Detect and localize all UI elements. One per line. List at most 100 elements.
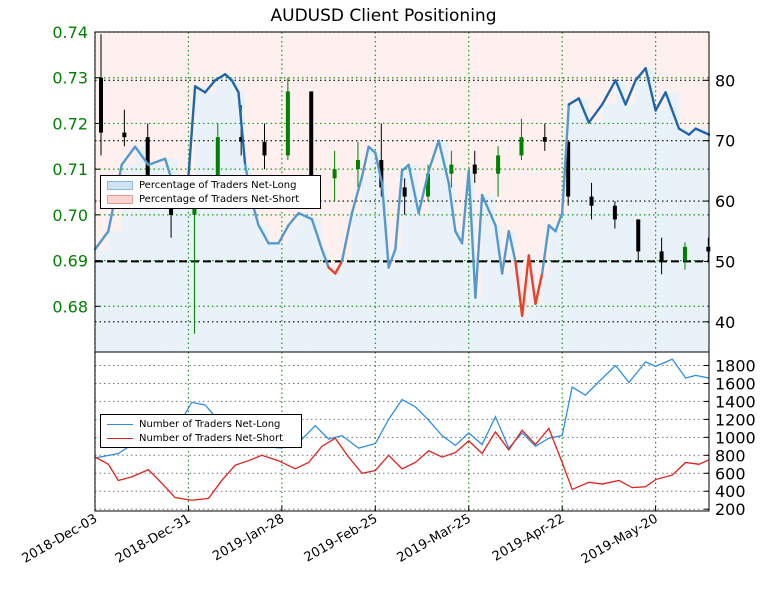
left-axis-label: 0.74 <box>52 23 88 42</box>
pct-net-long-segment <box>334 260 344 275</box>
net-short-band <box>351 32 362 214</box>
net-long-band <box>341 261 352 352</box>
candle-body <box>402 187 407 197</box>
candle-body <box>449 164 454 174</box>
net-short-band <box>288 32 299 226</box>
net-short-band <box>502 32 509 274</box>
pct-net-long-segment <box>664 91 681 130</box>
left-axis-label: 0.71 <box>52 160 88 179</box>
pct-net-long-segment <box>277 224 290 245</box>
net-long-band <box>695 128 709 352</box>
candle-body <box>589 196 594 206</box>
net-long-band <box>251 201 259 352</box>
pct-net-long-segment <box>400 163 410 173</box>
pct-net-long-segment <box>360 145 370 179</box>
series-line-net-short-count <box>94 427 710 501</box>
pct-net-long-segment <box>327 266 337 275</box>
net-short-band <box>368 32 376 147</box>
net-short-band <box>655 32 666 111</box>
net-long-band <box>381 182 389 352</box>
pct-net-long-segment <box>230 79 240 94</box>
left-axis-label: 0.68 <box>52 297 88 316</box>
net-long-band <box>215 80 226 353</box>
net-short-band <box>328 32 336 268</box>
net-short-band <box>408 32 419 165</box>
legend-swatch-net-long-pct <box>107 180 133 190</box>
net-long-band <box>665 92 679 353</box>
candle-body <box>566 141 571 197</box>
pct-net-long-segment <box>677 127 691 136</box>
net-short-band <box>482 32 496 196</box>
net-long-band <box>288 225 299 352</box>
net-short-band <box>225 32 232 75</box>
net-long-band <box>455 231 463 352</box>
candle-body <box>519 137 524 156</box>
pct-net-long-segment <box>507 230 517 263</box>
net-short-band <box>578 32 589 99</box>
legend-swatch-net-long-count <box>107 423 133 425</box>
pct-net-long-segment <box>694 127 711 136</box>
net-long-band <box>321 249 329 352</box>
net-long-band <box>578 98 589 352</box>
candle-body <box>612 205 617 220</box>
net-short-band <box>515 32 523 262</box>
net-short-band <box>562 32 569 214</box>
candle-body <box>706 246 711 252</box>
net-long-band <box>602 104 616 353</box>
net-short-band <box>475 32 483 298</box>
pct-net-long-segment <box>350 175 364 215</box>
net-short-band <box>148 32 166 165</box>
left-axis-label: 0.69 <box>52 252 88 271</box>
bottom-right-axis-label: 600 <box>715 464 746 483</box>
net-long-band <box>542 273 549 352</box>
net-long-band <box>328 267 336 352</box>
net-long-band <box>645 68 656 353</box>
pct-net-long-segment <box>644 67 657 112</box>
net-long-band <box>245 164 252 352</box>
net-long-band <box>375 152 382 352</box>
net-long-band <box>195 86 206 352</box>
pct-net-long-segment <box>480 193 497 227</box>
net-short-band <box>448 32 456 183</box>
net-short-band <box>615 32 626 81</box>
pct-net-long-segment <box>687 127 697 136</box>
net-short-band <box>468 32 476 171</box>
net-long-band <box>462 243 469 352</box>
bottom-right-axis-label: 1200 <box>715 410 756 429</box>
net-short-band <box>495 32 503 226</box>
net-short-band <box>625 32 636 105</box>
net-short-band <box>231 32 239 81</box>
candle-body <box>122 132 127 138</box>
net-short-band <box>635 32 646 81</box>
pct-net-long-segment <box>494 224 504 275</box>
net-short-band <box>395 32 402 250</box>
net-short-band <box>402 32 409 171</box>
net-short-band <box>568 32 579 105</box>
x-axis-label: 2019-Mar-25 <box>395 511 474 565</box>
net-short-band <box>215 32 226 81</box>
net-short-band <box>555 32 563 232</box>
pct-net-long-segment <box>567 97 581 106</box>
net-long-band <box>508 231 516 352</box>
legend-swatch-net-short-pct <box>107 194 133 204</box>
net-long-band <box>615 80 626 353</box>
net-long-band <box>225 74 232 352</box>
net-long-band <box>311 219 322 352</box>
bottom-right-axis-label: 1400 <box>715 392 756 411</box>
net-long-band <box>625 104 636 353</box>
net-short-band <box>251 32 259 202</box>
pct-net-long-segment <box>193 85 207 94</box>
pct-net-long-segment <box>120 145 137 167</box>
net-long-band <box>268 243 279 352</box>
pct-net-long-segment <box>394 169 404 251</box>
pct-net-long-segment <box>554 211 564 233</box>
candle-body <box>332 169 337 179</box>
pct-net-long-segment <box>577 97 591 124</box>
x-axis-label: 2019-Jan-28 <box>210 511 287 564</box>
net-long-band <box>635 80 646 353</box>
net-short-band <box>665 32 679 93</box>
net-short-band <box>335 32 342 274</box>
net-long-band <box>438 140 449 352</box>
net-short-band <box>361 32 369 177</box>
